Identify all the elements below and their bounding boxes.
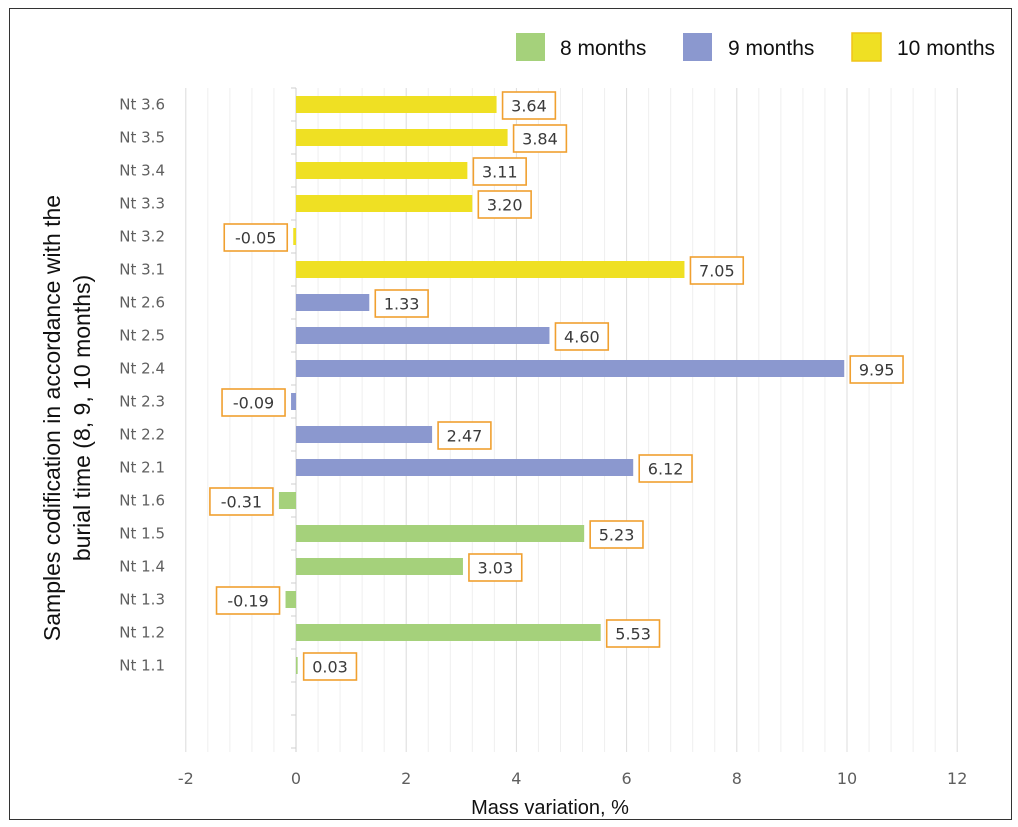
data-label: 3.20 <box>487 196 523 215</box>
data-label-box <box>215 586 281 615</box>
category-label: Nt 2.1 <box>119 459 165 477</box>
category-label: Nt 2.2 <box>119 426 165 444</box>
data-label: 6.12 <box>648 460 684 479</box>
category-label: Nt 1.6 <box>119 492 165 510</box>
data-label-box <box>468 553 523 582</box>
data-label: 9.95 <box>859 361 895 380</box>
bar-nt-3-6 <box>296 96 497 113</box>
data-label: 3.84 <box>522 130 558 149</box>
y-tick-labels: Nt 3.6 Nt 3.5 Nt 3.4 Nt 3.3 Nt 3.2 Nt 3.1 Nt 2… <box>119 96 165 675</box>
x-tick-labels: -2 0 2 4 6 8 10 12 <box>178 769 968 788</box>
bar-nt-1-1 <box>296 657 298 674</box>
data-label-box <box>221 388 286 417</box>
bar-nt-2-4 <box>296 360 845 377</box>
data-label: 7.05 <box>699 262 735 281</box>
data-label: 2.47 <box>447 427 483 446</box>
data-label: 1.33 <box>384 295 420 314</box>
category-label: Nt 2.3 <box>119 393 165 411</box>
bar-nt-3-4 <box>296 162 468 179</box>
x-tick-label: 8 <box>732 769 742 788</box>
category-label: Nt 3.4 <box>119 162 165 180</box>
legend-label: 10 months <box>897 37 995 60</box>
x-tick-label: 10 <box>837 769 857 788</box>
legend-label: 9 months <box>728 37 814 60</box>
data-label-box <box>501 91 557 120</box>
data-label: 3.03 <box>478 559 514 578</box>
data-label: -0.09 <box>233 394 274 413</box>
category-label: Nt 1.4 <box>119 558 165 576</box>
bar-nt-2-3 <box>291 393 296 410</box>
bar-nt-1-4 <box>296 558 463 575</box>
x-tick-label: 0 <box>291 769 301 788</box>
bar-nt-3-1 <box>296 261 685 278</box>
category-label: Nt 2.4 <box>119 360 165 378</box>
data-label-box <box>554 322 610 351</box>
x-tick-label: 6 <box>622 769 632 788</box>
x-axis-title: Mass variation, % <box>471 797 629 819</box>
data-label-box <box>223 223 289 252</box>
data-label-box <box>638 454 693 483</box>
category-label: Nt 2.6 <box>119 294 165 312</box>
bar-nt-1-5 <box>296 525 585 542</box>
category-label: Nt 3.5 <box>119 129 165 147</box>
bar-nt-2-5 <box>296 327 550 344</box>
category-label: Nt 1.1 <box>119 657 165 675</box>
category-label: Nt 3.1 <box>119 261 165 279</box>
category-label: Nt 1.3 <box>119 591 165 609</box>
data-label-box <box>849 355 904 384</box>
y-axis-title-line-1: Samples codification in accordance with … <box>39 195 65 641</box>
legend-swatch <box>683 33 712 61</box>
bar-nt-2-1 <box>296 459 634 476</box>
data-label-box <box>374 289 429 318</box>
data-label: -0.05 <box>235 229 276 248</box>
bars <box>278 96 845 674</box>
legend: 8 months 9 months 10 months <box>516 32 995 62</box>
x-tick-label: 12 <box>947 769 967 788</box>
data-label-box <box>689 256 745 285</box>
category-label: Nt 2.5 <box>119 327 165 345</box>
data-labels: 3.64 3.843.11 3.20 -0.05 7.05 1.33 4.60 9.95 -0.… <box>209 91 904 681</box>
data-label-box <box>472 157 527 186</box>
bar-nt-2-2 <box>296 426 433 443</box>
data-label: 5.23 <box>599 526 635 545</box>
data-label-box <box>589 520 644 549</box>
category-label: Nt 3.3 <box>119 195 165 213</box>
data-label: -0.31 <box>221 493 262 512</box>
category-label: Nt 3.2 <box>119 228 165 246</box>
data-label-box <box>512 124 568 153</box>
x-tick-label: -2 <box>178 769 194 788</box>
grid-lines <box>185 87 958 752</box>
legend-label: 8 months <box>560 37 646 60</box>
bar-nt-3-5 <box>296 129 508 146</box>
bar-nt-1-6 <box>278 492 296 509</box>
data-label: 3.11 <box>482 163 518 182</box>
chart-frame <box>9 8 1012 820</box>
data-label-box <box>209 487 274 516</box>
category-label: Nt 1.2 <box>119 624 165 642</box>
data-label: 5.53 <box>615 625 651 644</box>
y-axis-title-line-2: burial time (8, 9, 10 months) <box>69 275 95 561</box>
x-tick-label: 4 <box>511 769 521 788</box>
legend-swatch <box>851 32 882 62</box>
data-label: 0.03 <box>312 658 348 677</box>
category-label: Nt 3.6 <box>119 96 165 114</box>
data-label: 3.64 <box>511 97 547 116</box>
bar-nt-1-2 <box>296 624 601 641</box>
legend-swatch <box>516 33 545 61</box>
data-label: 4.60 <box>564 328 600 347</box>
bar-nt-3-2 <box>293 228 296 245</box>
x-tick-label: 2 <box>401 769 411 788</box>
bar-nt-2-6 <box>296 294 370 311</box>
data-label-box <box>302 652 358 681</box>
bar-nt-3-3 <box>296 195 473 212</box>
y-axis-title: Samples codification in accordance with … <box>39 195 95 641</box>
data-label-box <box>605 619 661 648</box>
data-label-box <box>437 421 492 450</box>
data-label: -0.19 <box>227 592 268 611</box>
bar-nt-1-3 <box>285 591 296 608</box>
data-label-box <box>477 190 532 219</box>
category-label: Nt 1.5 <box>119 525 165 543</box>
